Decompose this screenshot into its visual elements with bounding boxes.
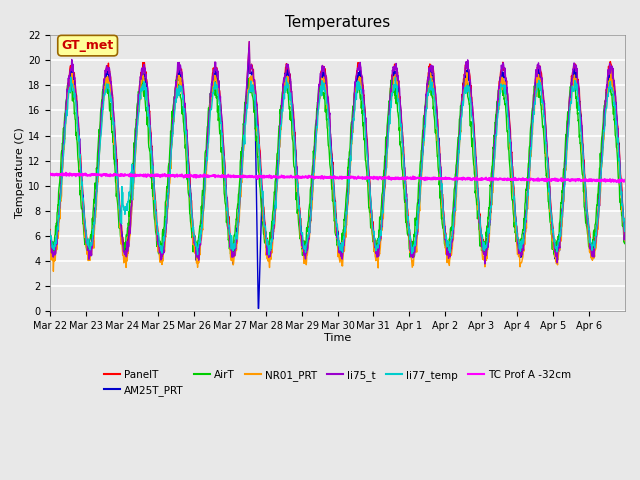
- X-axis label: Time: Time: [324, 333, 351, 343]
- Text: GT_met: GT_met: [61, 39, 114, 52]
- Title: Temperatures: Temperatures: [285, 15, 390, 30]
- Y-axis label: Temperature (C): Temperature (C): [15, 128, 25, 218]
- Legend: PanelT, AM25T_PRT, AirT, NR01_PRT, li75_t, li77_temp, TC Prof A -32cm: PanelT, AM25T_PRT, AirT, NR01_PRT, li75_…: [100, 366, 575, 400]
